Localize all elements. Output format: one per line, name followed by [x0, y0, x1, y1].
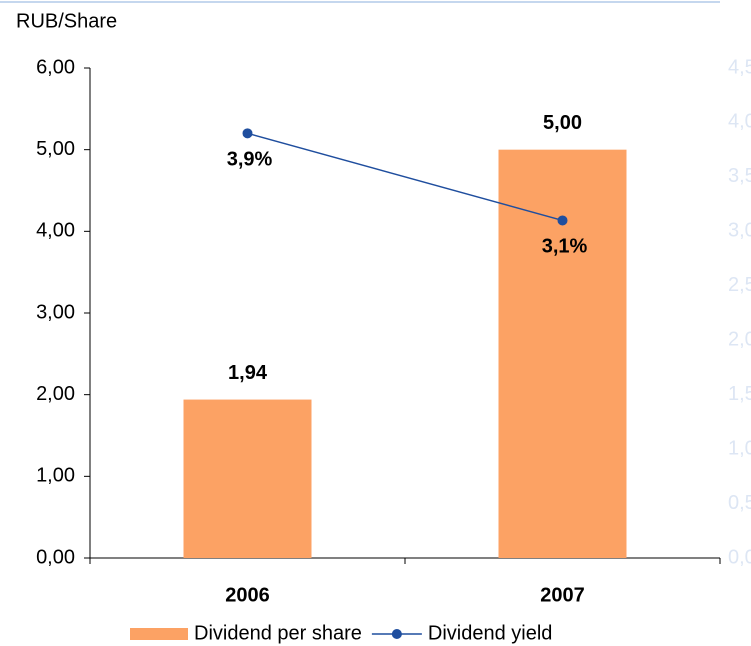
legend-label: Dividend yield — [428, 622, 553, 644]
line-value-label: 3,9% — [227, 149, 273, 171]
y2-tick-label: 1,5% — [728, 383, 751, 405]
y2-tick-label: 1,0% — [728, 437, 751, 459]
y-tick-label: 6,00 — [36, 56, 75, 78]
bar — [498, 149, 627, 558]
y-tick-label: 1,00 — [36, 465, 75, 487]
line-value-label: 3,1% — [542, 236, 588, 258]
yield-marker — [557, 215, 568, 226]
y2-tick-label: 2,5% — [728, 274, 751, 296]
y2-tick-label: 3,0% — [728, 220, 751, 242]
bar — [183, 399, 312, 558]
y-tick-label: 3,00 — [36, 301, 75, 323]
y2-tick-label: 4,0% — [728, 111, 751, 133]
legend-label: Dividend per share — [194, 622, 362, 644]
y2-tick-label: 3,5% — [728, 165, 751, 187]
y-tick-label: 0,00 — [36, 546, 75, 568]
y2-tick-label: 4,5% — [728, 56, 751, 78]
legend-marker — [391, 629, 402, 639]
y-axis-label: RUB/Share — [16, 10, 117, 32]
bar-value-label: 5,00 — [543, 112, 582, 134]
y2-tick-label: 0,5% — [728, 492, 751, 514]
legend-swatch — [130, 628, 188, 640]
y2-tick-label: 2,0% — [728, 329, 751, 351]
y-tick-label: 5,00 — [36, 138, 75, 160]
y-tick-label: 4,00 — [36, 220, 75, 242]
y2-tick-label: 0,0% — [728, 546, 751, 568]
x-tick-label: 2007 — [540, 584, 585, 606]
yield-line — [247, 132, 563, 222]
y-tick-label: 2,00 — [36, 383, 75, 405]
yield-marker — [242, 128, 253, 139]
bar-value-label: 1,94 — [228, 362, 268, 384]
x-tick-label: 2006 — [225, 584, 270, 606]
